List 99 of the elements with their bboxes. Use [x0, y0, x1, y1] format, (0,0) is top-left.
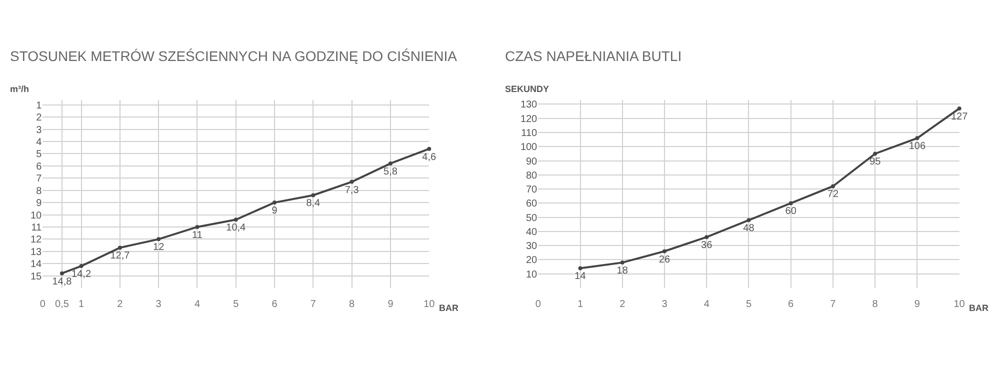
data-label: 26 — [658, 254, 670, 266]
x-tick-label: 6 — [788, 299, 794, 310]
chart-title: CZAS NAPEŁNIANIA BUTLI — [505, 48, 682, 64]
y-tick-label: 100 — [520, 142, 538, 154]
data-label: 60 — [785, 206, 797, 218]
y-tick-label: 60 — [526, 198, 538, 210]
point — [915, 136, 920, 140]
x-tick-label: 7 — [310, 299, 316, 310]
x-tick-label: 5 — [233, 299, 240, 310]
point — [662, 249, 666, 254]
x-axis-title: BAR — [439, 303, 459, 313]
data-label: 14 — [574, 271, 586, 282]
data-label: 9 — [272, 206, 278, 217]
data-label: 11 — [192, 230, 203, 241]
point — [79, 264, 84, 268]
y-tick-label: 13 — [30, 246, 42, 258]
y-tick-label: 9 — [36, 198, 42, 210]
y-tick-label: 80 — [526, 170, 538, 182]
x-tick-label: 0 — [40, 299, 46, 310]
x-axis-title: BAR — [969, 303, 989, 313]
point — [311, 193, 316, 198]
y-tick-label: 120 — [520, 114, 538, 125]
point — [388, 161, 392, 166]
data-label: 14,2 — [72, 269, 92, 280]
x-tick-label: 10 — [424, 299, 436, 310]
point — [195, 224, 200, 229]
point — [427, 146, 432, 151]
x-tick-label: 2 — [620, 299, 626, 310]
x-tick-label: 5 — [746, 299, 752, 310]
y-tick-label: 7 — [36, 174, 42, 185]
y-tick-label: 4 — [36, 137, 42, 148]
data-label: 8,4 — [306, 198, 321, 210]
x-tick-label: 3 — [156, 299, 162, 310]
y-axis-title: m³/h — [10, 84, 29, 94]
data-label: 14,8 — [52, 276, 72, 288]
y-tick-label: 5 — [36, 149, 42, 160]
y-tick-label: 50 — [526, 212, 538, 224]
y-tick-label: 1 — [36, 100, 42, 112]
x-tick-label: 7 — [830, 299, 836, 310]
point — [620, 260, 624, 265]
y-tick-label: 90 — [526, 156, 538, 168]
data-label: 7,3 — [344, 184, 360, 196]
y-tick-label: 12 — [30, 234, 42, 246]
y-axis-title: SEKUNDY — [505, 84, 550, 94]
y-tick-label: 70 — [526, 184, 538, 196]
point — [234, 218, 238, 222]
y-tick-label: 15 — [30, 271, 42, 282]
y-tick-label: 11 — [31, 222, 42, 234]
y-tick-label: 30 — [526, 241, 538, 252]
point — [156, 237, 161, 242]
point — [578, 266, 582, 270]
y-tick-label: 10 — [30, 210, 42, 222]
data-label: 12,7 — [110, 250, 130, 262]
y-tick-label: 6 — [36, 161, 42, 172]
data-label: 127 — [950, 111, 968, 122]
x-tick-label: 4 — [194, 299, 200, 310]
y-tick-label: 130 — [520, 100, 538, 111]
y-tick-label: 14 — [30, 259, 42, 270]
point — [873, 152, 878, 156]
data-label: 5,8 — [384, 166, 398, 178]
y-tick-label: 110 — [521, 128, 538, 140]
x-tick-label: 8 — [872, 299, 878, 310]
data-label: 10,4 — [226, 222, 246, 234]
y-tick-label: 20 — [526, 255, 538, 266]
data-label: 36 — [701, 240, 713, 252]
y-tick-label: 3 — [36, 124, 42, 136]
x-tick-label: 9 — [914, 299, 920, 310]
chart-title: STOSUNEK METRÓW SZEŚCIENNYCH NA GODZINĘ DO CIŚNIENIA — [10, 48, 458, 64]
x-tick-label: 6 — [272, 299, 278, 310]
x-tick-label: 0,5 — [55, 299, 70, 310]
x-tick-label: 10 — [954, 299, 966, 310]
y-tick-label: 2 — [36, 112, 42, 124]
data-label: 106 — [908, 141, 926, 152]
x-tick-label: 8 — [349, 299, 356, 310]
data-label: 18 — [616, 266, 628, 277]
data-label: 4,6 — [422, 152, 437, 163]
data-label: 48 — [743, 223, 755, 234]
x-tick-label: 1 — [577, 299, 584, 310]
y-tick-label: 10 — [526, 269, 538, 280]
point — [830, 184, 835, 188]
point — [788, 201, 793, 206]
point — [704, 235, 709, 240]
point — [118, 246, 122, 250]
point — [350, 180, 354, 184]
y-tick-label: 8 — [36, 186, 42, 197]
data-label: 95 — [870, 156, 882, 168]
x-tick-label: 9 — [388, 299, 394, 310]
point — [957, 106, 962, 110]
point — [60, 271, 64, 276]
x-tick-label: 1 — [78, 299, 85, 310]
y-tick-label: 40 — [526, 226, 538, 238]
data-label: 12 — [153, 242, 165, 254]
point — [746, 218, 751, 222]
x-tick-label: 0 — [535, 299, 542, 310]
x-tick-label: 4 — [704, 299, 710, 310]
point — [272, 200, 277, 205]
x-tick-label: 3 — [662, 299, 668, 310]
x-tick-label: 2 — [117, 299, 124, 310]
data-label: 72 — [827, 189, 839, 200]
